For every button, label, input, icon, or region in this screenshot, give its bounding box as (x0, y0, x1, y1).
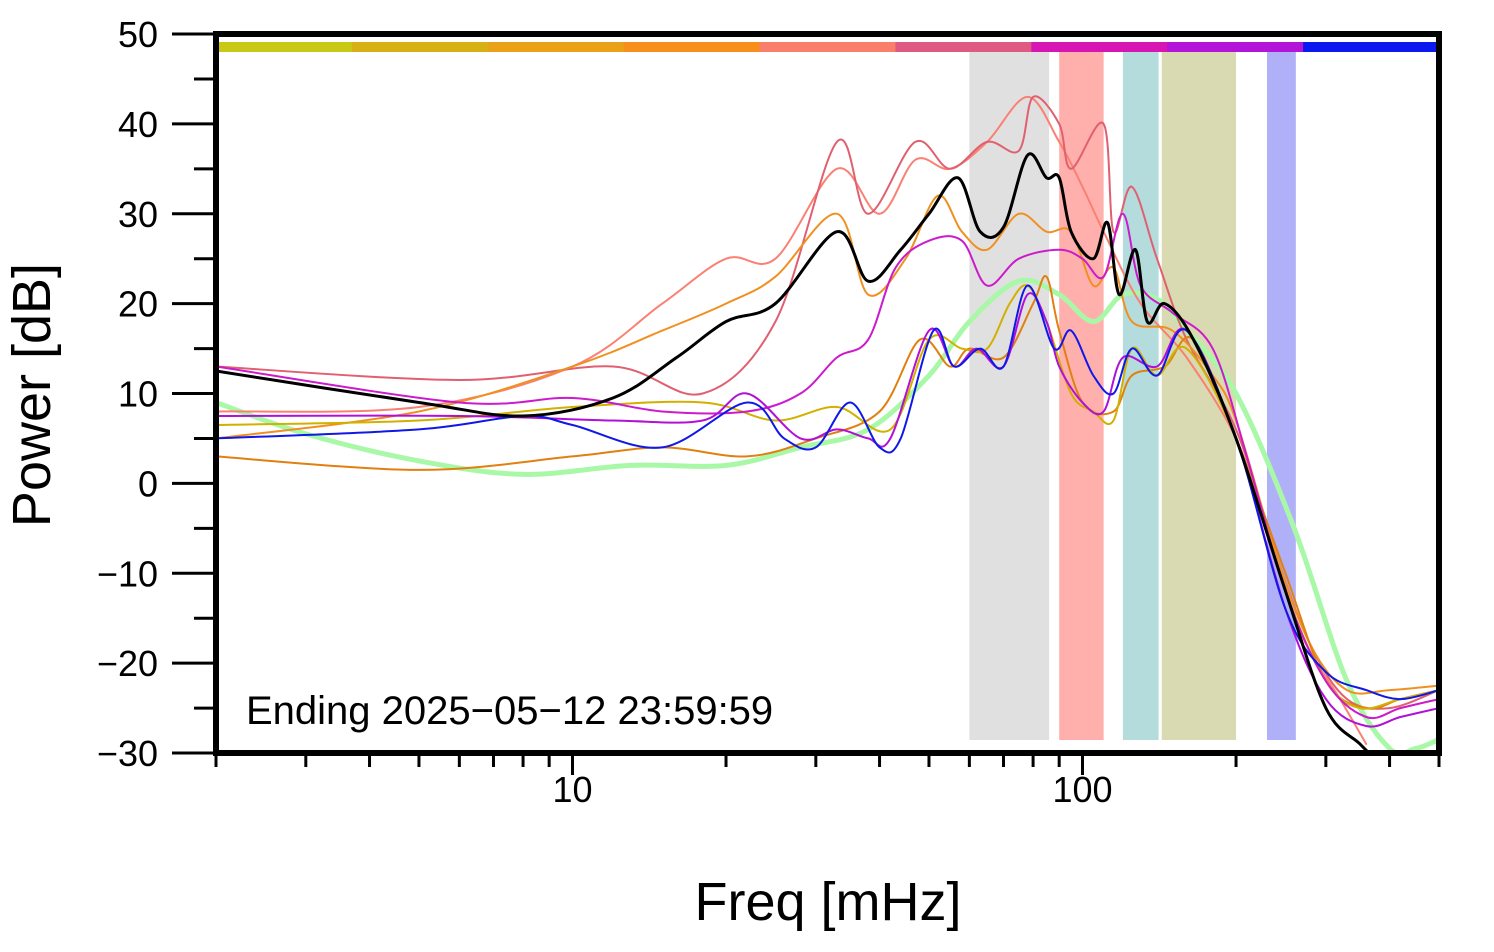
x-axis-title: Freq [mHz] (694, 872, 961, 932)
y-tick-label-5: 20 (118, 284, 158, 325)
y-tick-label-1: −20 (97, 643, 158, 684)
spectrum-line-2 (216, 95, 1439, 710)
x-axis-ticks: 10 100 (214, 753, 1441, 810)
band-0 (969, 52, 1050, 740)
frequency-bands (969, 52, 1296, 740)
color-bar-segment-0 (216, 42, 353, 52)
y-tick-label-0: −30 (97, 733, 158, 774)
spectrum-lines (216, 95, 1439, 753)
y-axis-ticks: −30 −20 −10 0 10 20 30 40 50 (97, 14, 216, 774)
color-bar-segment-7 (1167, 42, 1304, 52)
y-tick-label-4: 10 (118, 374, 158, 415)
color-bar-segment-6 (1031, 42, 1168, 52)
y-tick-label-7: 40 (118, 104, 158, 145)
band-2 (1122, 52, 1159, 740)
spectrum-line-0 (216, 277, 1439, 753)
plot-frame (213, 31, 1442, 756)
spectrum-line-6 (216, 212, 1439, 720)
spectrum-line-9 (216, 152, 1372, 753)
y-tick-label-2: −10 (97, 553, 158, 594)
spectrum-line-7 (216, 292, 1439, 728)
color-bar-segment-5 (895, 42, 1032, 52)
y-tick-label-8: 50 (118, 14, 158, 55)
y-tick-label-6: 30 (118, 194, 158, 235)
y-tick-label-3: 0 (138, 463, 158, 504)
color-bar (216, 42, 1440, 52)
band-4 (1266, 52, 1296, 740)
color-bar-segment-4 (759, 42, 896, 52)
band-3 (1161, 52, 1237, 740)
color-bar-segment-3 (623, 42, 761, 52)
color-bar-segment-8 (1303, 42, 1440, 52)
color-bar-segment-2 (487, 42, 625, 52)
x-tick-label-0: 10 (552, 769, 592, 810)
x-tick-label-1: 100 (1052, 769, 1112, 810)
band-1 (1059, 52, 1104, 740)
color-bar-segment-1 (351, 42, 489, 52)
y-axis-title: Power [dB] (2, 263, 62, 527)
annotation-ending-date: Ending 2025−05−12 23:59:59 (246, 689, 773, 733)
